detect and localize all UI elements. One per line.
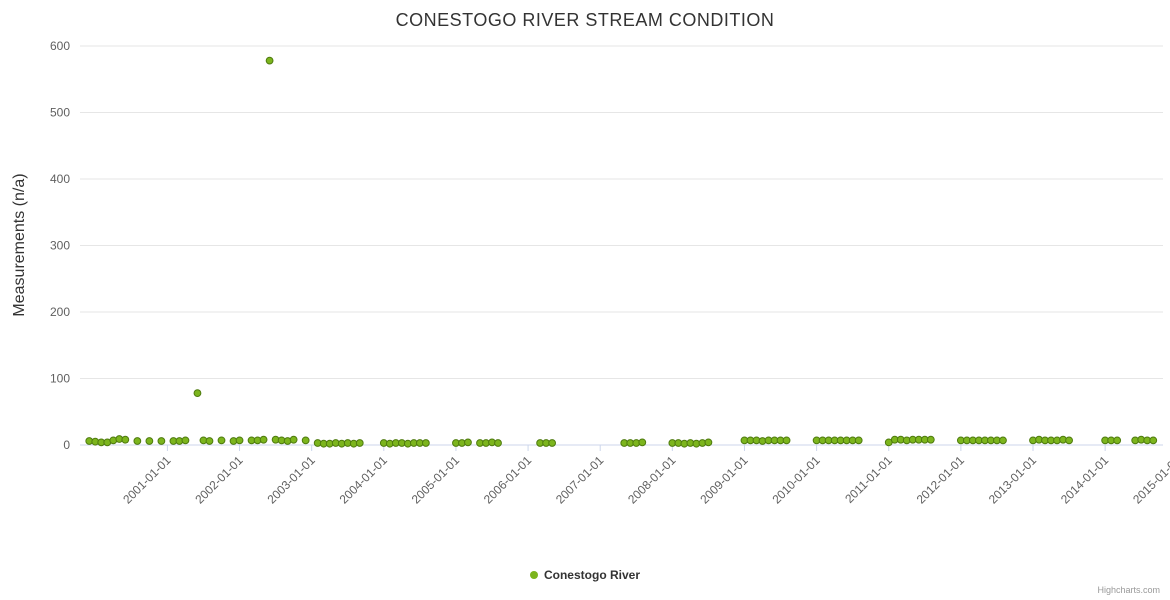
data-point[interactable] <box>265 56 274 65</box>
y-tick-label: 200 <box>50 305 70 319</box>
x-tick-label: 2014-01-01 <box>1058 453 1112 507</box>
x-tick-label: 2005-01-01 <box>409 453 463 507</box>
x-tick-label: 2015-01-01 <box>1130 453 1170 507</box>
y-tick-label: 0 <box>63 438 70 452</box>
data-point[interactable] <box>235 436 244 445</box>
data-point[interactable] <box>259 435 268 444</box>
data-point[interactable] <box>1113 436 1122 445</box>
chart-title: CONESTOGO RIVER STREAM CONDITION <box>396 10 775 30</box>
data-point[interactable] <box>638 438 647 447</box>
data-point[interactable] <box>464 438 472 447</box>
legend-marker-icon <box>529 571 538 579</box>
y-tick-label: 400 <box>50 172 70 186</box>
data-point[interactable] <box>121 435 130 444</box>
legend-label: Conestogo River <box>543 568 640 582</box>
data-point[interactable] <box>704 438 713 447</box>
y-tick-label: 500 <box>50 106 70 120</box>
data-point[interactable] <box>157 437 166 445</box>
data-point[interactable] <box>217 436 226 445</box>
data-point[interactable] <box>494 439 502 447</box>
data-point[interactable] <box>289 435 298 444</box>
data-point[interactable] <box>999 436 1007 445</box>
data-point[interactable] <box>421 439 430 447</box>
data-point[interactable] <box>854 436 863 445</box>
x-tick-label: 2010-01-01 <box>769 453 823 507</box>
y-tick-label: 600 <box>50 39 70 53</box>
x-tick-label: 2012-01-01 <box>914 453 968 507</box>
data-point[interactable] <box>1149 436 1158 445</box>
y-tick-label: 100 <box>50 372 70 386</box>
x-tick-label: 2003-01-01 <box>264 453 318 507</box>
x-tick-label: 2002-01-01 <box>192 453 246 507</box>
data-point[interactable] <box>133 437 142 445</box>
x-tick-label: 2011-01-01 <box>842 453 895 506</box>
x-tick-label: 2006-01-01 <box>481 453 535 507</box>
x-tick-label: 2013-01-01 <box>986 453 1040 507</box>
data-point[interactable] <box>181 436 190 445</box>
data-point[interactable] <box>193 389 202 398</box>
data-point[interactable] <box>205 437 214 445</box>
data-point[interactable] <box>782 436 791 445</box>
x-tick-label: 2001-01-01 <box>120 453 174 507</box>
data-point[interactable] <box>548 439 557 447</box>
data-point[interactable] <box>355 439 364 447</box>
data-point[interactable] <box>926 435 935 444</box>
y-axis-title: Measurements (n/a) <box>11 173 28 316</box>
y-tick-label: 300 <box>50 239 70 253</box>
data-point[interactable] <box>1065 436 1073 445</box>
x-tick-label: 2009-01-01 <box>697 453 751 507</box>
x-tick-label: 2007-01-01 <box>553 453 607 507</box>
x-tick-label: 2008-01-01 <box>625 453 679 507</box>
highcharts-credit-link[interactable]: Highcharts.com <box>1097 585 1160 595</box>
legend: Conestogo River <box>0 568 1170 582</box>
legend-item-conestogo-river[interactable]: Conestogo River <box>529 568 640 582</box>
data-point[interactable] <box>145 437 154 445</box>
data-point[interactable] <box>301 436 310 445</box>
x-tick-label: 2004-01-01 <box>337 453 391 507</box>
